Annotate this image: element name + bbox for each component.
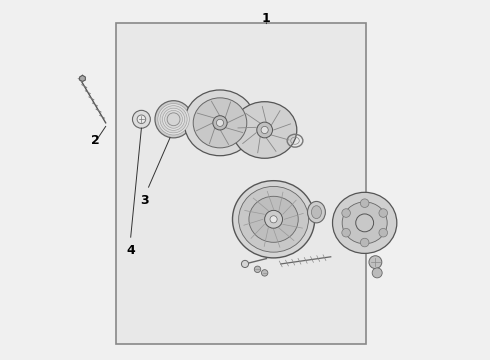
Ellipse shape — [184, 90, 256, 156]
Circle shape — [163, 108, 185, 130]
Circle shape — [165, 111, 182, 128]
Ellipse shape — [232, 102, 297, 158]
Circle shape — [261, 126, 268, 134]
Circle shape — [342, 229, 350, 237]
Circle shape — [213, 116, 227, 130]
Text: 3: 3 — [141, 194, 149, 207]
Ellipse shape — [232, 181, 315, 258]
Text: 4: 4 — [126, 244, 135, 257]
Circle shape — [158, 104, 189, 135]
Circle shape — [254, 266, 261, 273]
Circle shape — [160, 106, 187, 133]
Circle shape — [372, 268, 382, 278]
Circle shape — [342, 209, 350, 217]
Ellipse shape — [249, 196, 298, 242]
Polygon shape — [79, 75, 85, 81]
Bar — [117, 23, 367, 344]
Circle shape — [265, 210, 283, 228]
Circle shape — [379, 229, 388, 237]
Circle shape — [356, 214, 373, 232]
Ellipse shape — [193, 98, 247, 148]
Ellipse shape — [308, 202, 325, 223]
Text: 2: 2 — [91, 134, 99, 147]
Circle shape — [132, 111, 150, 128]
Ellipse shape — [342, 202, 387, 244]
Circle shape — [360, 238, 369, 247]
Circle shape — [167, 113, 180, 126]
Circle shape — [137, 115, 146, 123]
Ellipse shape — [333, 192, 397, 253]
Circle shape — [262, 270, 268, 276]
Circle shape — [369, 256, 382, 269]
Circle shape — [155, 101, 192, 138]
Circle shape — [242, 260, 248, 267]
Ellipse shape — [312, 206, 321, 219]
Circle shape — [360, 199, 369, 207]
Circle shape — [379, 209, 388, 217]
Text: 1: 1 — [262, 12, 271, 25]
Circle shape — [217, 119, 223, 126]
Circle shape — [257, 122, 272, 138]
Circle shape — [270, 216, 277, 223]
Ellipse shape — [239, 186, 309, 252]
